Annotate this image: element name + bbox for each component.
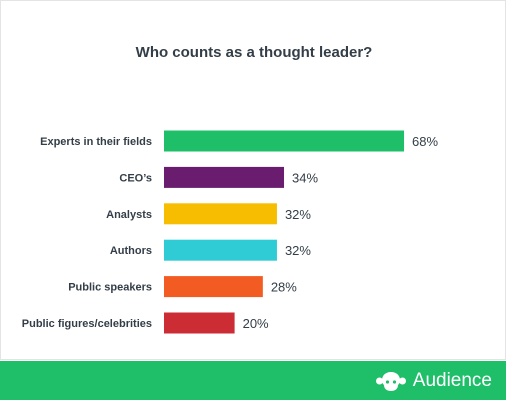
category-label: Public figures/celebrities xyxy=(22,318,152,330)
value-label: 32% xyxy=(285,243,311,258)
bar xyxy=(164,166,285,188)
category-label: Analysts xyxy=(106,209,152,221)
category-label: CEO’s xyxy=(119,172,152,184)
footer-bar: Audience xyxy=(0,361,506,400)
bar xyxy=(164,276,263,298)
bar-chart: Experts in their fields 68% CEO’s 34% Analys… xyxy=(22,130,438,334)
bar xyxy=(164,312,235,334)
chart-card: Who counts as a thought leader? Experts … xyxy=(0,0,506,360)
category-label: Authors xyxy=(110,245,152,257)
brand-name: Audience xyxy=(412,370,492,391)
value-label: 20% xyxy=(243,316,269,331)
value-label: 32% xyxy=(285,207,311,222)
bar xyxy=(164,130,405,152)
chart-title: Who counts as a thought leader? xyxy=(135,44,373,61)
value-label: 28% xyxy=(271,280,297,295)
bar xyxy=(164,203,277,225)
category-label: Public speakers xyxy=(68,282,152,294)
bar xyxy=(164,239,277,261)
category-label: Experts in their fields xyxy=(40,136,152,148)
value-label: 68% xyxy=(412,134,438,149)
brand-logo: Audience xyxy=(375,367,492,395)
monkey-logo-icon xyxy=(375,372,406,391)
value-label: 34% xyxy=(292,170,318,185)
